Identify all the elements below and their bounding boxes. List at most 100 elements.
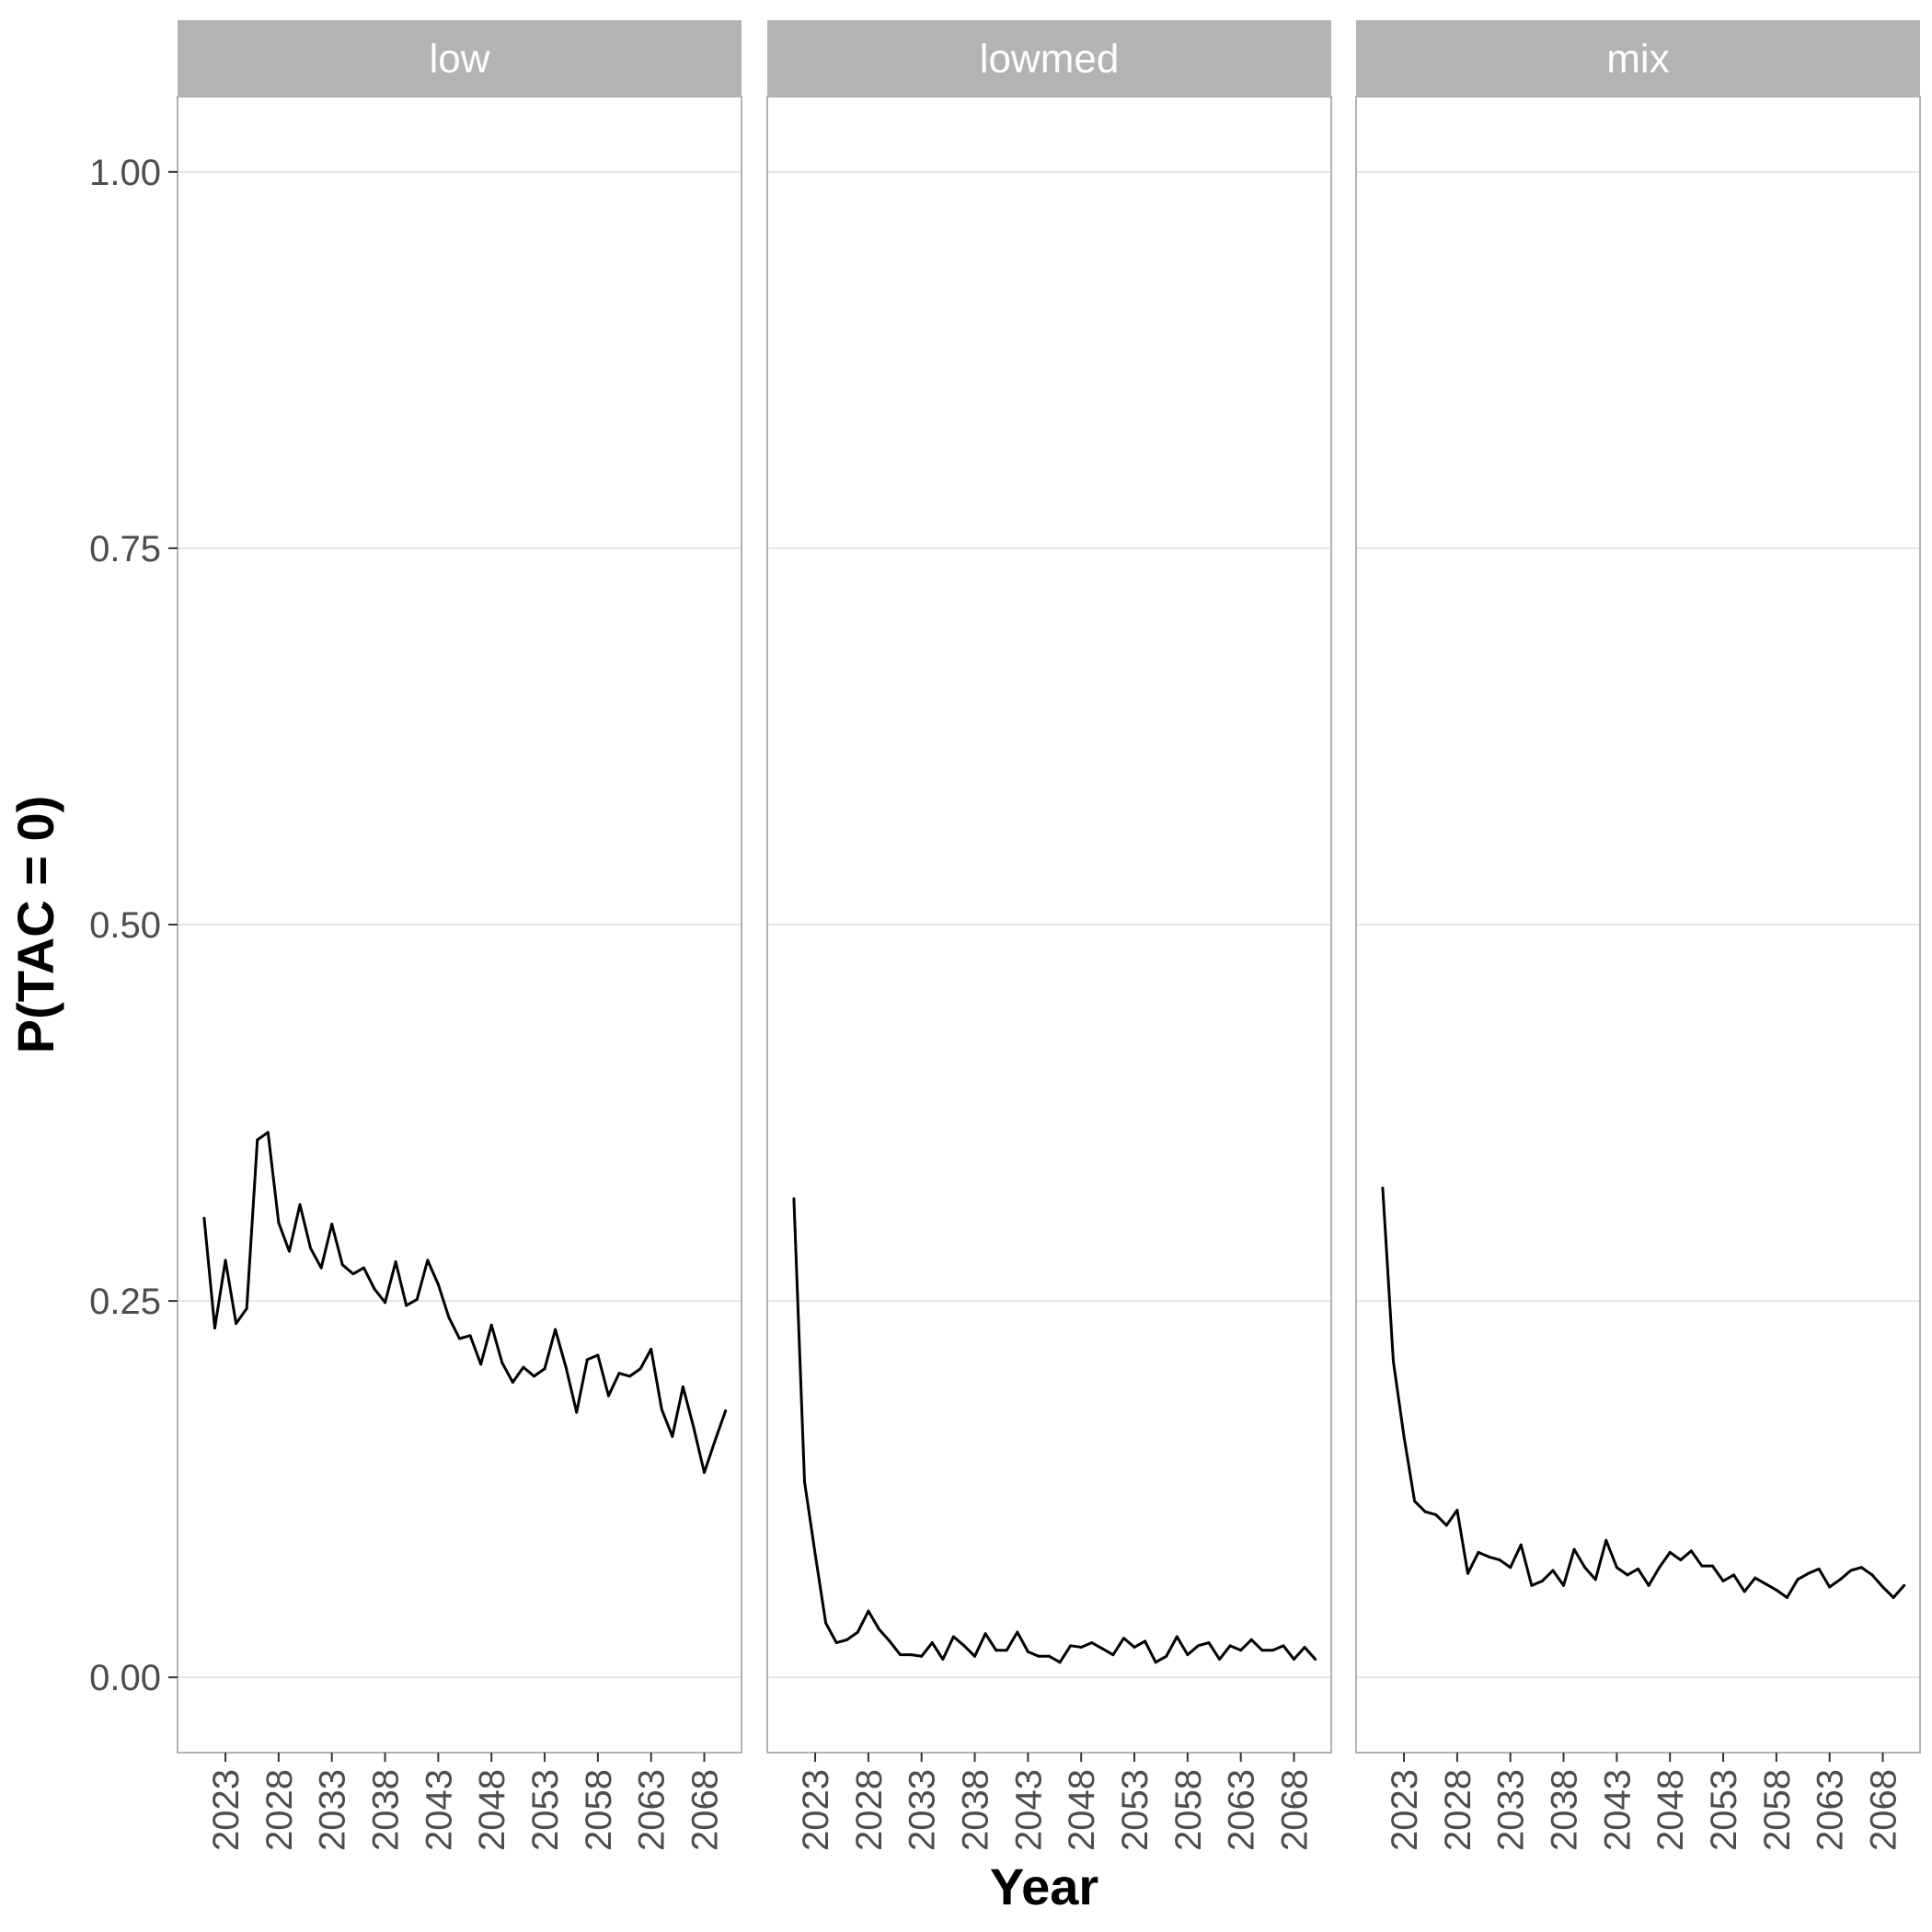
data-point	[1742, 1590, 1746, 1593]
data-point	[489, 1323, 493, 1327]
x-tick-label: 2053	[1115, 1769, 1156, 1851]
panel-border	[1355, 96, 1921, 1754]
data-point	[1498, 1558, 1501, 1562]
data-point	[1026, 1650, 1029, 1653]
data-point	[1754, 1576, 1757, 1580]
data-point	[1593, 1578, 1597, 1581]
data-point	[1637, 1567, 1639, 1570]
data-point	[1807, 1571, 1811, 1575]
data-point	[1207, 1641, 1211, 1645]
x-tick-label: 2053	[525, 1769, 566, 1851]
data-point	[1391, 1360, 1395, 1363]
data-point	[1477, 1550, 1480, 1554]
x-tick-label: 2038	[1545, 1769, 1585, 1851]
data-point	[813, 1552, 817, 1556]
data-point	[1154, 1661, 1157, 1664]
x-tick-label: 2043	[1597, 1769, 1638, 1851]
data-point	[930, 1641, 934, 1645]
data-point	[362, 1266, 365, 1270]
data-point	[1144, 1639, 1147, 1643]
data-point	[1870, 1573, 1874, 1577]
data-point	[384, 1301, 387, 1305]
y-axis: 0.00 0.25 0.50 0.75 1.00	[89, 153, 178, 1698]
panel-lowmed: lowmed 2023 2028 2033 2038 2043 2048 2053 2058 20…	[766, 20, 1332, 1851]
data-point	[650, 1347, 653, 1351]
data-point	[1434, 1512, 1438, 1516]
data-point	[628, 1374, 632, 1378]
data-point	[351, 1272, 355, 1276]
data-point	[1785, 1595, 1788, 1599]
y-tick-label: 0.00	[89, 1658, 161, 1698]
x-tick-label: 2068	[1864, 1769, 1904, 1851]
data-point	[1583, 1566, 1587, 1570]
x-tick-label: 2058	[1757, 1769, 1798, 1851]
x-tick-label: 2063	[632, 1769, 673, 1851]
x-axis-title: Year	[990, 1857, 1098, 1915]
data-point	[1721, 1579, 1725, 1582]
x-tick-label: 2058	[1168, 1769, 1209, 1851]
data-point	[373, 1287, 376, 1291]
panels: low 2023 2028 2033 2038 2043 2048 2053 2058 2063 2…	[177, 20, 1921, 1851]
x-tick-label: 2028	[1438, 1769, 1478, 1851]
data-point	[983, 1632, 987, 1636]
data-point	[1423, 1510, 1427, 1513]
data-point	[845, 1638, 849, 1641]
data-point	[1090, 1641, 1094, 1645]
data-point	[522, 1365, 525, 1369]
data-point	[1218, 1658, 1222, 1662]
data-point	[1239, 1649, 1243, 1652]
data-point	[1817, 1567, 1821, 1570]
data-point	[1892, 1595, 1895, 1599]
data-point	[1402, 1434, 1406, 1438]
x-tick-label: 2033	[1491, 1769, 1532, 1851]
y-axis-title: P(TAC = 0)	[6, 796, 64, 1054]
data-point	[899, 1653, 903, 1657]
data-point	[962, 1644, 966, 1648]
facet-strip	[178, 20, 742, 97]
data-point	[235, 1322, 238, 1326]
data-point	[909, 1653, 913, 1657]
data-point	[415, 1297, 419, 1301]
data-point	[1413, 1500, 1417, 1503]
data-point	[1196, 1644, 1200, 1648]
data-point	[1732, 1573, 1736, 1577]
data-point	[330, 1223, 334, 1226]
data-point	[951, 1635, 955, 1639]
x-tick-label: 2043	[419, 1769, 459, 1851]
data-point	[1165, 1654, 1168, 1658]
data-point	[1828, 1585, 1832, 1589]
panel-low: low 2023 2028 2033 2038 2043 2048 2053 2058 2063 2…	[177, 20, 742, 1851]
x-tick-label: 2028	[849, 1769, 890, 1851]
facet-strip-label: lowmed	[980, 37, 1120, 82]
data-point	[1679, 1558, 1683, 1562]
data-point	[1282, 1644, 1285, 1648]
x-tick-label: 2033	[903, 1769, 943, 1851]
x-tick-label: 2048	[1650, 1769, 1691, 1851]
data-point	[405, 1304, 408, 1307]
data-point	[1540, 1579, 1544, 1582]
data-point	[1519, 1543, 1523, 1547]
x-tick-label: 2033	[313, 1769, 353, 1851]
data-point	[1444, 1524, 1448, 1527]
data-point	[1796, 1578, 1800, 1581]
data-point	[1903, 1583, 1906, 1587]
data-point	[202, 1216, 206, 1220]
data-point	[511, 1380, 514, 1384]
data-point	[468, 1334, 472, 1338]
data-point	[1037, 1654, 1041, 1658]
data-point	[245, 1306, 248, 1310]
data-point	[543, 1367, 546, 1371]
data-point	[277, 1221, 281, 1225]
data-point	[1658, 1566, 1662, 1570]
x-tick-label: 2053	[1704, 1769, 1744, 1851]
data-point	[1175, 1635, 1179, 1639]
x-tick-label: 2038	[956, 1769, 996, 1851]
data-point	[1381, 1186, 1385, 1190]
x-tick-label: 2048	[1062, 1769, 1102, 1851]
x-tick-label: 2068	[1275, 1769, 1316, 1851]
data-point	[458, 1337, 461, 1340]
data-point	[298, 1202, 302, 1206]
data-point	[638, 1367, 642, 1371]
data-point	[479, 1363, 483, 1366]
